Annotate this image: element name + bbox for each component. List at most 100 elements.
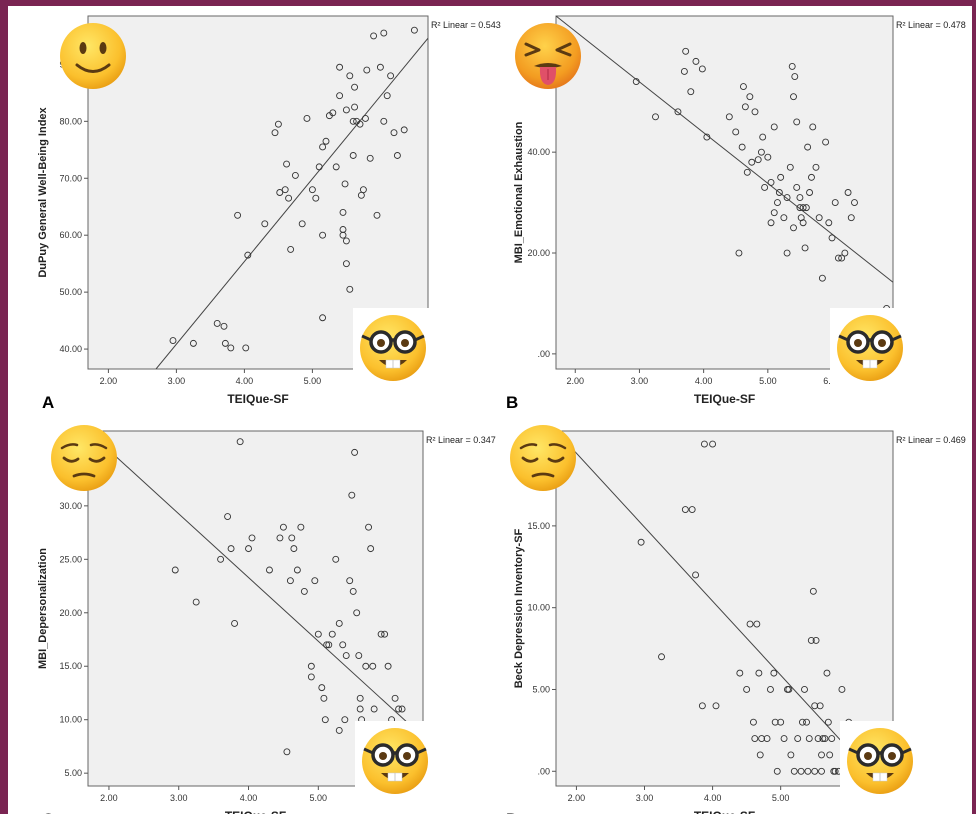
data-point	[361, 115, 369, 122]
data-point	[757, 148, 765, 156]
data-point	[328, 630, 336, 638]
eye	[88, 456, 106, 463]
data-point	[780, 735, 788, 743]
eye	[379, 752, 387, 760]
eye	[888, 752, 896, 760]
data-point	[244, 251, 252, 259]
y-tick-label: 15.00	[59, 661, 82, 671]
data-point	[410, 26, 418, 34]
data-point	[786, 163, 794, 171]
tired-tongue-face-icon	[515, 23, 581, 89]
data-point	[771, 718, 779, 726]
data-point	[335, 726, 343, 734]
data-point	[834, 254, 842, 262]
r2-label: R² Linear = 0.543	[431, 20, 501, 30]
data-point	[632, 78, 640, 86]
face	[360, 315, 426, 381]
data-point	[751, 735, 759, 743]
fit-line	[155, 37, 428, 369]
y-tick-label: 5.00	[532, 684, 550, 694]
eye	[524, 42, 541, 57]
data-point	[783, 249, 791, 257]
data-point	[370, 705, 378, 713]
data-point	[758, 735, 766, 743]
data-point	[725, 113, 733, 121]
data-point	[736, 669, 744, 677]
data-point	[749, 718, 757, 726]
data-point	[339, 208, 347, 216]
data-point	[825, 219, 833, 227]
data-point	[236, 438, 244, 446]
data-point	[806, 189, 814, 196]
face	[847, 728, 913, 794]
data-point	[353, 609, 361, 617]
data-point	[318, 684, 326, 692]
data-point	[770, 123, 778, 131]
data-point	[751, 108, 759, 116]
data-point	[682, 47, 690, 55]
eye	[403, 752, 411, 760]
y-tick-label: 30.00	[59, 501, 82, 511]
data-point	[213, 320, 221, 327]
data-point	[293, 566, 301, 574]
data-point	[335, 620, 343, 627]
x-tick-label: 3.00	[631, 376, 649, 386]
data-point	[780, 214, 788, 222]
x-axis-title: TEIQue-SF	[694, 392, 755, 406]
data-point	[346, 577, 354, 585]
data-point	[801, 244, 809, 252]
data-point	[332, 163, 340, 171]
data-point	[688, 506, 696, 513]
x-tick-label: 3.00	[170, 793, 188, 803]
data-point	[356, 120, 364, 128]
r2-label: R² Linear = 0.478	[896, 20, 966, 30]
pensive-face-icon	[510, 425, 576, 491]
data-point	[746, 620, 754, 628]
data-point	[847, 214, 855, 222]
nerd-face-icon	[353, 308, 433, 388]
data-point	[311, 577, 319, 585]
face	[515, 23, 581, 89]
data-point	[770, 669, 778, 677]
data-point	[329, 109, 337, 117]
data-point	[169, 337, 177, 344]
data-point	[377, 630, 385, 638]
data-point	[841, 249, 849, 257]
data-point	[799, 219, 807, 227]
data-point	[777, 718, 785, 726]
r2-label: R² Linear = 0.469	[896, 435, 966, 445]
data-point	[279, 523, 287, 531]
data-point	[274, 120, 282, 128]
mouth	[531, 472, 555, 478]
x-axis-title: TEIQue-SF	[694, 809, 755, 814]
data-point	[692, 57, 700, 65]
eyebrow	[519, 443, 538, 450]
data-point	[799, 204, 807, 212]
y-tick-label: 20.00	[59, 608, 82, 618]
data-point	[276, 189, 284, 196]
mouth	[72, 472, 96, 478]
data-point	[748, 158, 756, 166]
y-tick-label: 20.00	[527, 248, 550, 258]
data-point	[356, 705, 364, 713]
data-point	[777, 173, 785, 181]
data-point	[351, 83, 359, 91]
data-point	[807, 636, 815, 644]
data-point	[363, 66, 371, 74]
data-point	[395, 705, 403, 713]
data-point	[248, 534, 256, 542]
x-tick-label: 4.00	[240, 793, 258, 803]
data-point	[319, 143, 327, 151]
data-point	[844, 189, 852, 196]
data-point	[821, 735, 829, 743]
data-point	[319, 231, 327, 239]
data-point	[355, 652, 363, 659]
data-point	[349, 587, 357, 595]
data-point	[220, 322, 228, 330]
data-point	[281, 186, 289, 194]
data-point	[754, 156, 762, 164]
data-point	[359, 186, 367, 194]
panel-letter: A	[42, 393, 54, 412]
data-point	[351, 448, 359, 456]
data-point	[809, 587, 817, 595]
